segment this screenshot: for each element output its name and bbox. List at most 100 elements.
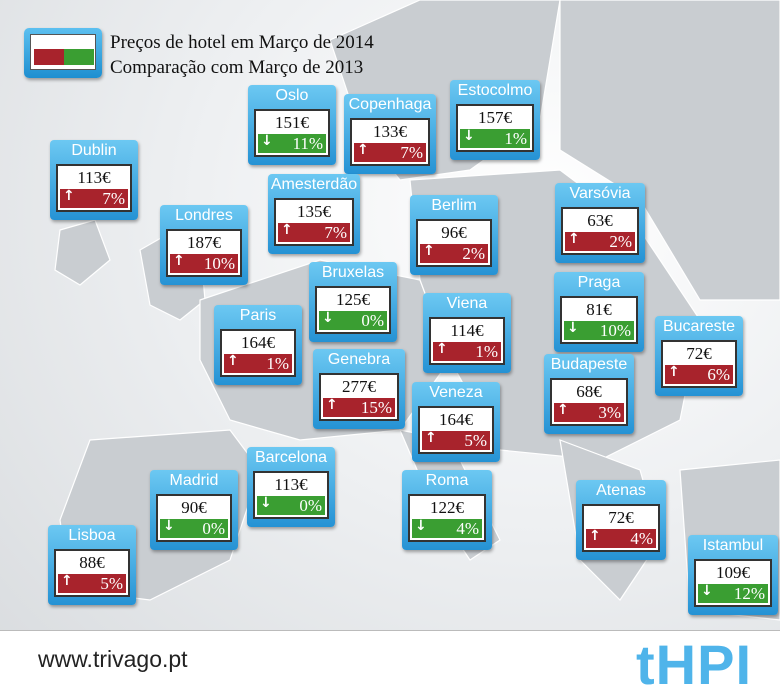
website-url: www.trivago.pt [38,646,188,672]
city-card: Genebra 277€ ↑ 15% [313,349,405,429]
price-increase-bar: ↑ 1% [224,353,292,373]
city-card: Paris 164€ ↑ 1% [214,305,302,385]
price-panel: 164€ ↑ 1% [220,329,296,377]
city-card: Copenhaga 133€ ↑ 7% [344,94,436,174]
arrow-down-icon: ↓ [261,133,273,149]
hotel-price: 151€ [275,113,309,132]
arrow-up-icon: ↑ [326,397,338,413]
price-increase-bar: ↑ 3% [554,402,624,422]
price-decrease-bar: ↓ 1% [460,128,530,148]
price-decrease-bar: ↓ 4% [412,518,482,538]
change-percent: 1% [266,354,289,373]
hotel-price: 72€ [686,344,712,363]
change-percent: 10% [599,321,631,340]
city-card: Istambul 109€ ↓ 12% [688,535,778,615]
price-panel: 113€ ↑ 7% [56,164,132,212]
city-name: Viena [446,295,488,312]
city-card: Bucareste 72€ ↑ 6% [655,316,743,396]
city-card: Barcelona 113€ ↓ 0% [247,447,335,527]
arrow-up-icon: ↑ [668,364,680,380]
arrow-down-icon: ↓ [322,310,334,326]
city-name: Praga [577,274,621,291]
hotel-price: 96€ [441,223,467,242]
price-panel: 157€ ↓ 1% [456,104,534,152]
change-percent: 10% [203,254,235,273]
arrow-down-icon: ↓ [463,128,475,144]
arrow-up-icon: ↑ [61,573,73,589]
city-name: Dublin [71,142,117,159]
city-card: Viena 114€ ↑ 1% [423,293,511,373]
change-percent: 0% [202,519,225,538]
price-decrease-bar: ↓ 10% [564,320,634,340]
price-panel: 72€ ↑ 6% [661,340,737,388]
change-percent: 4% [456,519,479,538]
city-name: Amesterdão [270,176,358,193]
city-name: Genebra [327,351,391,368]
price-panel: 125€ ↓ 0% [315,286,391,334]
city-name: Varsóvia [569,185,631,202]
price-panel: 113€ ↓ 0% [253,471,329,519]
arrow-up-icon: ↑ [557,402,569,418]
change-percent: 5% [100,574,123,593]
city-card: Londres 187€ ↑ 10% [160,205,248,285]
city-name: Madrid [169,472,219,489]
hotel-price: 72€ [608,508,634,527]
city-name: Atenas [596,482,646,499]
hotel-price: 88€ [79,553,105,572]
footer [0,631,780,697]
hotel-price: 157€ [478,108,512,127]
arrow-down-icon: ↓ [260,495,272,511]
change-percent: 4% [630,529,653,548]
city-name: Bucareste [662,318,736,335]
price-increase-bar: ↑ 5% [58,573,126,593]
price-panel: 81€ ↓ 10% [560,296,638,344]
arrow-up-icon: ↑ [357,142,369,158]
price-panel: 72€ ↑ 4% [582,504,660,552]
hotel-price: 164€ [439,410,473,429]
price-panel: 135€ ↑ 7% [274,198,354,246]
city-card: Estocolmo 157€ ↓ 1% [450,80,540,160]
price-panel: 68€ ↑ 3% [550,378,628,426]
price-increase-bar: ↑ 4% [586,528,656,548]
city-card: Oslo 151€ ↓ 11% [248,85,336,165]
price-decrease-bar: ↓ 0% [257,495,325,515]
arrow-up-icon: ↑ [425,430,437,446]
hotel-price: 68€ [576,382,602,401]
legend-price-label: Preços de hotel em Março de 2014 [110,32,374,53]
hotel-price: 114€ [450,321,484,340]
city-name: Roma [425,472,469,489]
change-percent: 15% [360,398,392,417]
footer-divider [0,630,780,631]
change-percent: 12% [733,584,765,603]
city-card: Praga 81€ ↓ 10% [554,272,644,352]
change-percent: 5% [464,431,487,450]
city-name: Bruxelas [321,264,385,281]
hotel-price: 63€ [587,211,613,230]
city-card: Bruxelas 125€ ↓ 0% [309,262,397,342]
arrow-up-icon: ↑ [173,253,185,269]
arrow-up-icon: ↑ [589,528,601,544]
city-name: Barcelona [254,449,328,466]
arrow-up-icon: ↑ [227,353,239,369]
city-card: Roma 122€ ↓ 4% [402,470,492,550]
hotel-price: 113€ [274,475,308,494]
city-name: Istambul [702,537,764,554]
city-name: Estocolmo [457,82,533,99]
city-card: Dublin 113€ ↑ 7% [50,140,138,220]
hotel-price: 187€ [187,233,221,252]
city-card: Berlim 96€ ↑ 2% [410,195,498,275]
arrow-up-icon: ↑ [281,222,293,238]
price-decrease-bar: ↓ 0% [319,310,387,330]
city-name: Lisboa [68,527,116,544]
city-card: Lisboa 88€ ↑ 5% [48,525,136,605]
city-card: Madrid 90€ ↓ 0% [150,470,238,550]
hotel-price: 135€ [297,202,331,221]
legend-comparison-label: Comparação com Março de 2013 [110,57,364,78]
city-card: Atenas 72€ ↑ 4% [576,480,666,560]
price-increase-bar: ↑ 15% [323,397,395,417]
price-increase-bar: ↑ 6% [665,364,733,384]
price-panel: 88€ ↑ 5% [54,549,130,597]
price-increase-bar: ↑ 10% [170,253,238,273]
arrow-down-icon: ↓ [701,583,713,599]
change-percent: 7% [324,223,347,242]
